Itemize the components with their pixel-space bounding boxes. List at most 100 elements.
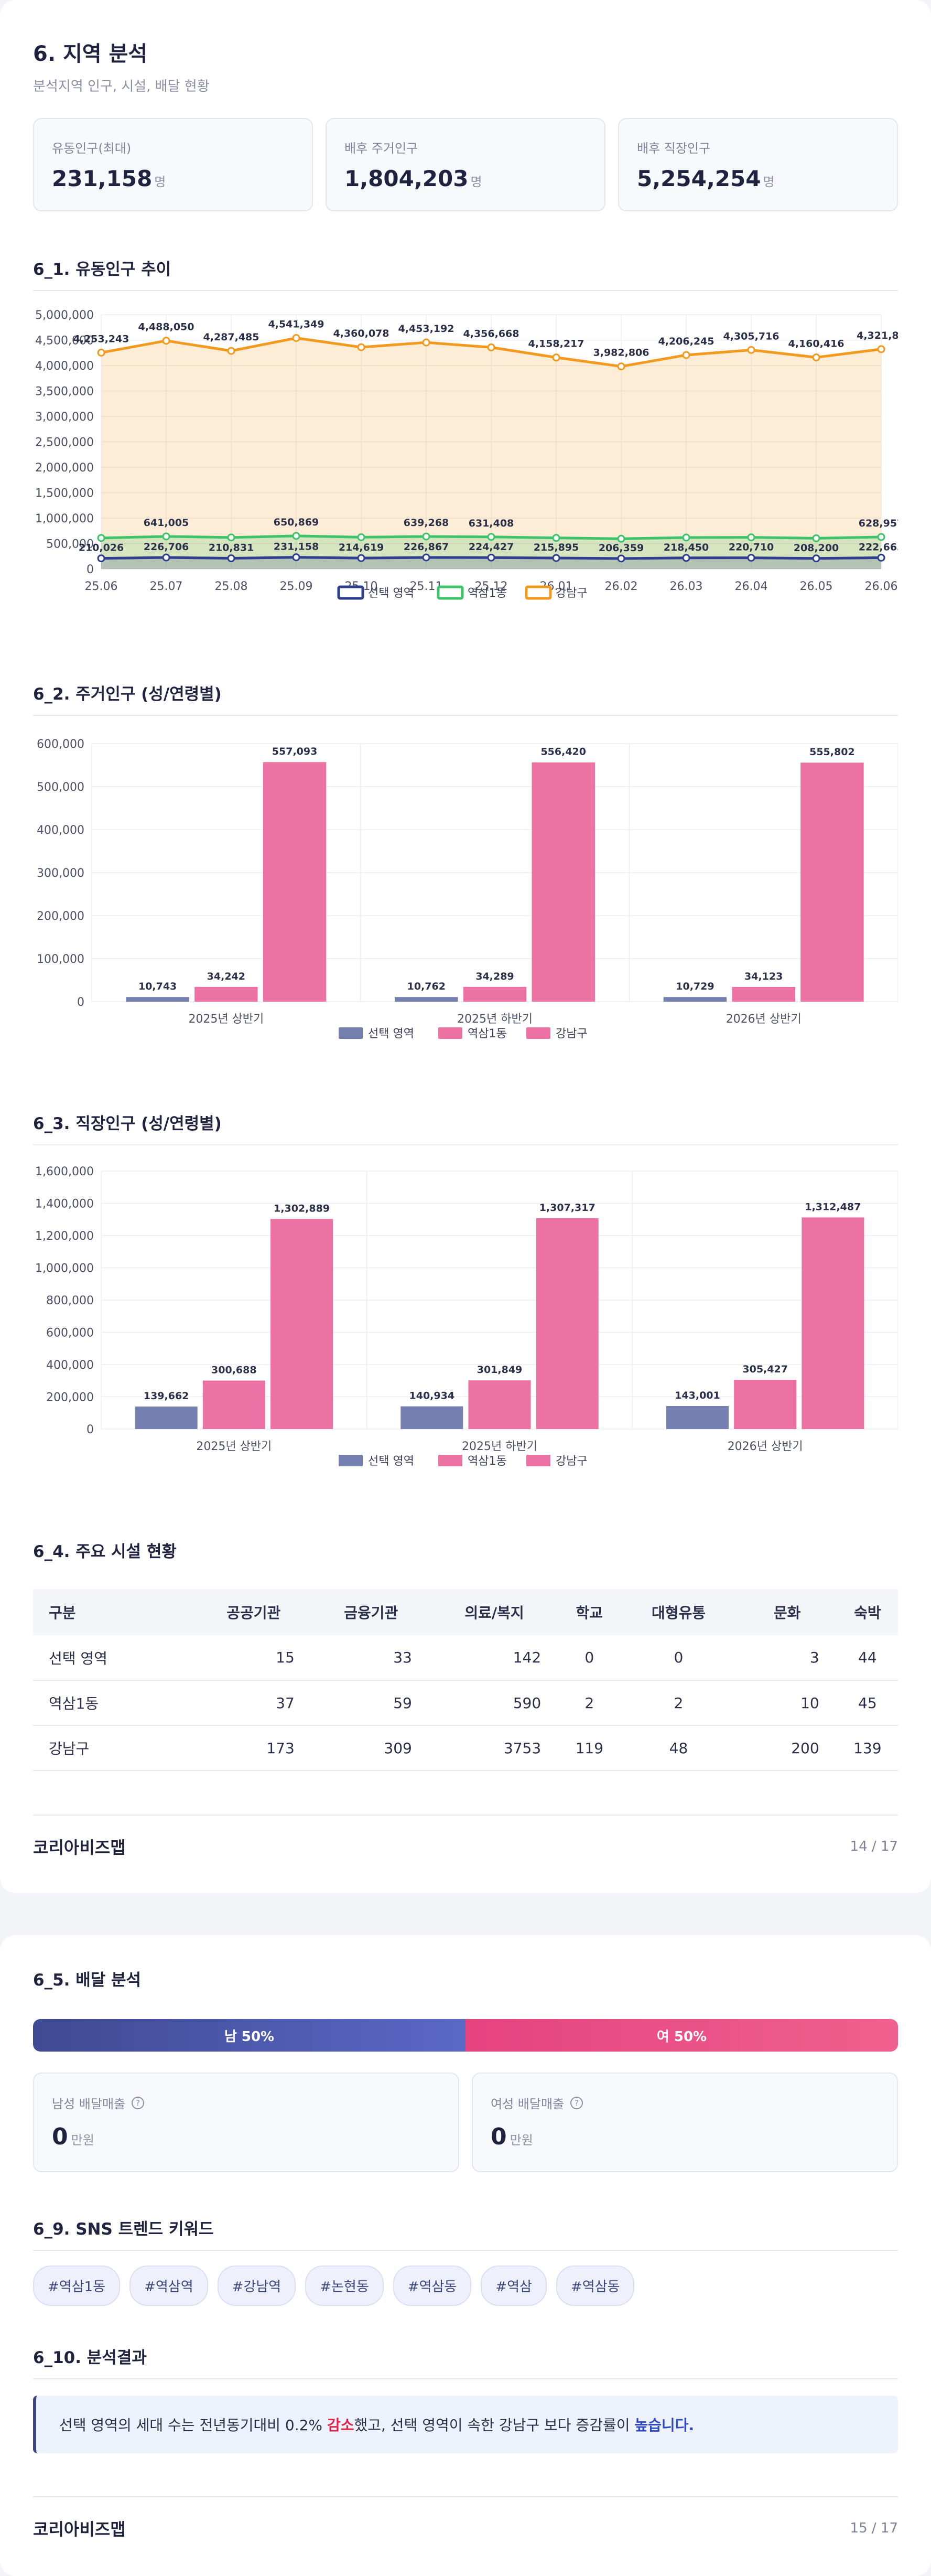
page-footer: 코리아비즈맵 14 / 17 <box>33 1815 898 1859</box>
data-point <box>227 347 235 355</box>
keyword-tag[interactable]: #역삼동 <box>556 2266 635 2306</box>
x-tick-label: 25.06 <box>85 580 118 593</box>
data-label: 650,869 <box>274 517 319 528</box>
legend-swatch <box>526 1027 550 1039</box>
x-tick-label: 26.06 <box>865 580 898 593</box>
data-point <box>487 343 495 351</box>
help-icon[interactable]: ? <box>132 2096 145 2109</box>
bar <box>536 1218 599 1429</box>
data-point <box>422 338 430 347</box>
data-label: 305,427 <box>742 1364 788 1375</box>
bar <box>400 1406 463 1429</box>
data-point <box>162 553 170 562</box>
bar <box>734 1380 797 1429</box>
keyword-tag[interactable]: #역삼1동 <box>33 2266 121 2306</box>
y-tick-label: 1,200,000 <box>35 1230 94 1243</box>
x-tick-label: 26.02 <box>605 580 638 593</box>
data-point <box>357 554 365 562</box>
table-cell: 15 <box>194 1635 312 1681</box>
data-point <box>877 553 885 562</box>
data-point <box>422 553 430 562</box>
keyword-tag[interactable]: #역삼동 <box>393 2266 472 2306</box>
table-header: 학교 <box>559 1589 620 1635</box>
data-label: 4,453,192 <box>398 323 454 335</box>
table-cell: 2 <box>559 1680 620 1726</box>
data-label: 557,093 <box>272 746 318 757</box>
data-point <box>487 553 495 562</box>
table-cell: 119 <box>559 1725 620 1771</box>
floating-population-chart: 0 500,000 1,000,000 1,500,000 2,000,000 2,500… <box>33 299 898 608</box>
data-label: 214,619 <box>339 542 384 553</box>
table-cell: 59 <box>312 1680 430 1726</box>
bar <box>532 762 595 1002</box>
card-unit: 명 <box>154 175 166 189</box>
data-label: 224,427 <box>469 541 514 553</box>
data-point <box>227 554 235 563</box>
footer-brand: 코리아비즈맵 <box>33 2519 126 2539</box>
x-tick-label: 26.03 <box>670 580 703 593</box>
report-page-15: 6_5. 배달 분석 남 50% 여 50% 남성 배달매출? 0 만원 여성 배… <box>0 1935 931 2576</box>
card-value: 231,158 <box>52 166 153 191</box>
table-cell: 3 <box>737 1635 837 1681</box>
table-header: 숙박 <box>837 1589 898 1635</box>
data-label: 1,312,487 <box>805 1201 861 1212</box>
keyword-tags: #역삼1동 #역삼역 #강남역 #논현동 #역삼동 #역삼 #역삼동 <box>33 2266 635 2306</box>
data-point <box>682 351 690 359</box>
data-label: 555,802 <box>809 746 855 758</box>
table-header: 금융기관 <box>312 1589 430 1635</box>
bar <box>270 1219 333 1429</box>
data-point <box>812 534 820 542</box>
table-row: 강남구 173 309 3753 119 48 200 139 <box>33 1725 898 1771</box>
card-unit: 명 <box>470 175 482 189</box>
table-cell: 48 <box>620 1725 738 1771</box>
bar <box>135 1407 198 1429</box>
data-label: 206,359 <box>599 542 644 554</box>
data-point <box>422 532 430 541</box>
legend-label: 강남구 <box>556 587 588 600</box>
data-label: 231,158 <box>274 541 319 553</box>
series-area <box>101 338 881 569</box>
data-point <box>227 533 235 542</box>
y-tick-label: 1,000,000 <box>35 1262 94 1275</box>
keyword-tag[interactable]: #강남역 <box>217 2266 296 2306</box>
bar <box>732 987 795 1002</box>
legend-label: 역삼1동 <box>468 1455 507 1468</box>
data-point <box>97 534 105 542</box>
keyword-tag[interactable]: #역삼 <box>481 2266 547 2306</box>
help-icon[interactable]: ? <box>570 2096 583 2109</box>
section-title-workplace: 6_3. 직장인구 (성/연령별) <box>33 1110 898 1145</box>
y-tick-label: 1,500,000 <box>35 487 94 500</box>
y-tick-label: 3,500,000 <box>35 385 94 399</box>
data-label: 143,001 <box>675 1390 720 1401</box>
y-tick-label: 3,000,000 <box>35 411 94 424</box>
card-label: 남성 배달매출 <box>52 2097 126 2111</box>
keyword-tag[interactable]: #역삼역 <box>129 2266 208 2306</box>
data-label: 34,289 <box>475 971 514 982</box>
table-cell: 33 <box>312 1635 430 1681</box>
y-tick-label: 5,000,000 <box>35 309 94 322</box>
result-text: 선택 영역의 세대 수는 전년동기대비 0.2% <box>59 2417 327 2434</box>
legend-label: 선택 영역 <box>368 1455 414 1468</box>
card-value: 0 <box>52 2123 68 2150</box>
data-point <box>357 343 365 351</box>
y-tick-label: 600,000 <box>37 738 84 751</box>
card-label: 배후 주거인구 <box>344 141 418 156</box>
table-cell: 0 <box>620 1635 738 1681</box>
x-tick-label: 2026년 상반기 <box>726 1013 802 1026</box>
data-label: 4,305,716 <box>723 330 780 342</box>
footer-brand: 코리아비즈맵 <box>33 1838 126 1858</box>
data-label: 631,408 <box>469 518 514 529</box>
data-point <box>292 532 300 540</box>
data-label: 4,488,050 <box>138 321 194 333</box>
residential-population-chart: 0 100,000 200,000 300,000 400,000 500,000 600,… <box>33 729 898 1065</box>
legend-swatch <box>337 585 364 600</box>
legend-label: 역삼1동 <box>468 587 507 600</box>
table-cell: 강남구 <box>33 1725 195 1771</box>
data-label: 4,253,243 <box>73 333 129 345</box>
data-label: 4,356,668 <box>463 328 519 339</box>
data-label: 4,158,217 <box>528 338 584 350</box>
bar <box>463 986 527 1002</box>
keyword-tag[interactable]: #논현동 <box>305 2266 384 2306</box>
data-label: 641,005 <box>144 517 189 529</box>
table-row: 역삼1동 37 59 590 2 2 10 45 <box>33 1680 898 1726</box>
